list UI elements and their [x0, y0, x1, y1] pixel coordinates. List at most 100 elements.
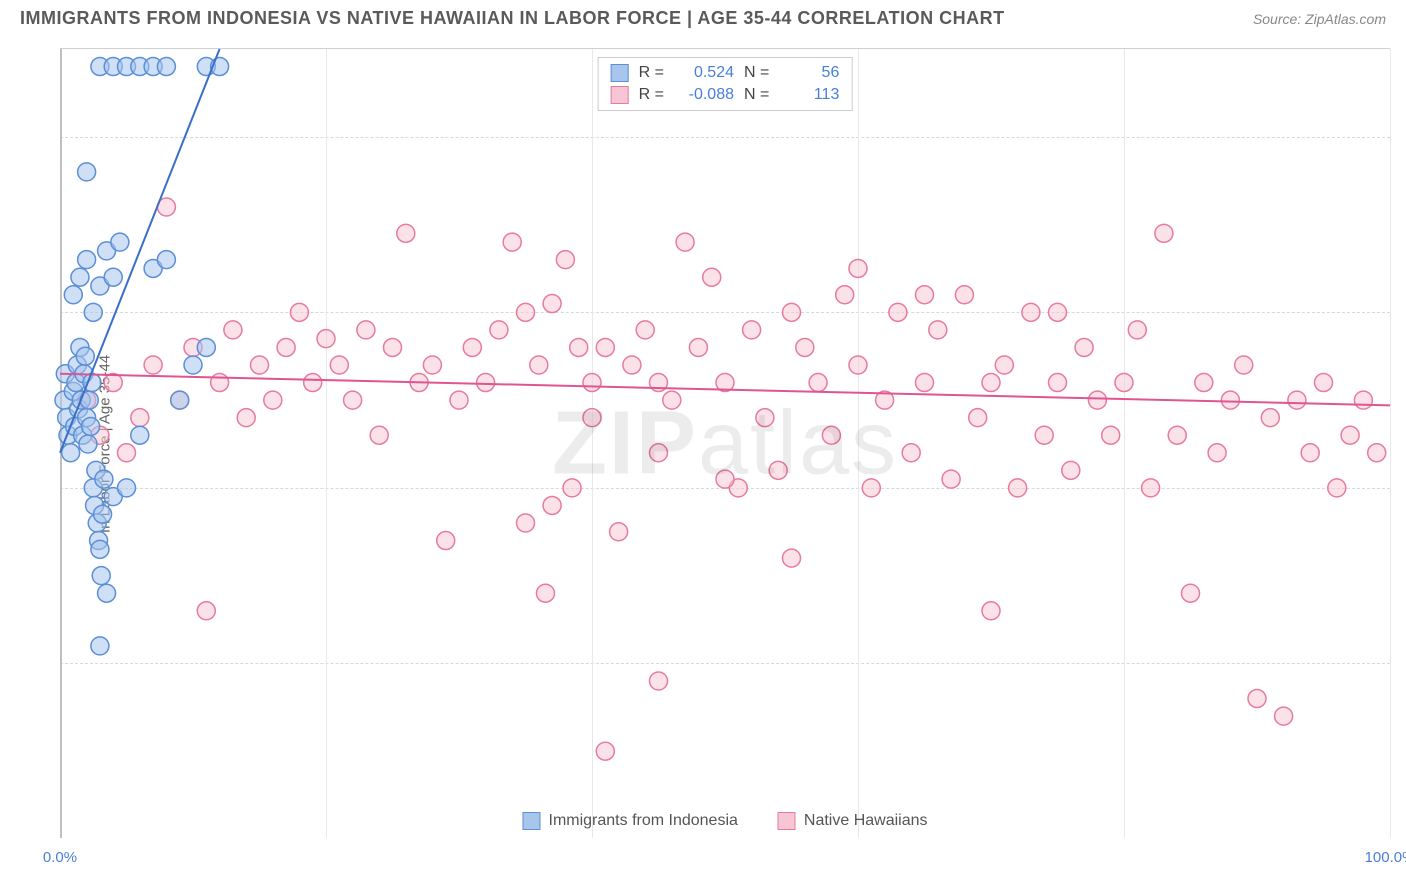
n-label: N = [744, 64, 769, 82]
data-point [543, 295, 561, 313]
data-point [197, 602, 215, 620]
data-point [583, 374, 601, 392]
data-point [1102, 426, 1120, 444]
n-label: N = [744, 86, 769, 104]
data-point [689, 338, 707, 356]
data-point [889, 303, 907, 321]
data-point [1261, 409, 1279, 427]
legend-series-label: Native Hawaiians [804, 812, 928, 830]
legend-swatch [778, 812, 796, 830]
data-point [636, 321, 654, 339]
data-point [79, 435, 97, 453]
data-point [157, 58, 175, 76]
n-value: 113 [779, 86, 839, 104]
data-point [809, 374, 827, 392]
legend-correlation: R =0.524N =56R =-0.088N =113 [598, 57, 853, 111]
data-point [463, 338, 481, 356]
data-point [78, 163, 96, 181]
data-point [490, 321, 508, 339]
chart-title: IMMIGRANTS FROM INDONESIA VS NATIVE HAWA… [20, 8, 1005, 29]
data-point [1115, 374, 1133, 392]
data-point [64, 286, 82, 304]
data-point [982, 602, 1000, 620]
data-point [503, 233, 521, 251]
data-point [304, 374, 322, 392]
data-point [131, 409, 149, 427]
data-point [1328, 479, 1346, 497]
data-point [596, 338, 614, 356]
data-point [517, 303, 535, 321]
data-point [211, 374, 229, 392]
data-point [197, 338, 215, 356]
data-point [703, 268, 721, 286]
data-point [955, 286, 973, 304]
data-point [71, 268, 89, 286]
data-point [556, 251, 574, 269]
data-point [1354, 391, 1372, 409]
data-point [822, 426, 840, 444]
data-point [477, 374, 495, 392]
data-point [1142, 479, 1160, 497]
data-point [783, 303, 801, 321]
data-point [1022, 303, 1040, 321]
r-label: R = [639, 86, 664, 104]
data-point [783, 549, 801, 567]
data-point [131, 426, 149, 444]
data-point [317, 330, 335, 348]
data-point [94, 505, 112, 523]
data-point [902, 444, 920, 462]
scatter-plot [60, 49, 1390, 838]
data-point [1088, 391, 1106, 409]
data-point [1275, 707, 1293, 725]
data-point [330, 356, 348, 374]
data-point [1368, 444, 1386, 462]
r-value: 0.524 [674, 64, 734, 82]
legend-correlation-row: R =-0.088N =113 [611, 84, 840, 106]
data-point [437, 532, 455, 550]
data-point [1049, 374, 1067, 392]
data-point [995, 356, 1013, 374]
data-point [543, 496, 561, 514]
x-tick-label: 0.0% [43, 849, 77, 866]
data-point [1182, 584, 1200, 602]
data-point [1062, 461, 1080, 479]
data-point [1248, 690, 1266, 708]
data-point [916, 374, 934, 392]
data-point [118, 444, 136, 462]
data-point [277, 338, 295, 356]
data-point [849, 259, 867, 277]
data-point [78, 251, 96, 269]
data-point [969, 409, 987, 427]
data-point [1075, 338, 1093, 356]
data-point [184, 356, 202, 374]
data-point [1208, 444, 1226, 462]
legend-swatch [611, 86, 629, 104]
data-point [264, 391, 282, 409]
data-point [111, 233, 129, 251]
data-point [796, 338, 814, 356]
data-point [929, 321, 947, 339]
legend-series: Immigrants from Indonesia Native Hawaiian… [522, 812, 927, 830]
data-point [716, 470, 734, 488]
r-label: R = [639, 64, 664, 82]
data-point [95, 470, 113, 488]
gridline-vertical [1390, 49, 1391, 838]
data-point [1315, 374, 1333, 392]
legend-swatch [611, 64, 629, 82]
data-point [357, 321, 375, 339]
data-point [1288, 391, 1306, 409]
data-point [397, 224, 415, 242]
data-point [84, 303, 102, 321]
data-point [423, 356, 441, 374]
data-point [92, 567, 110, 585]
data-point [563, 479, 581, 497]
data-point [91, 637, 109, 655]
data-point [517, 514, 535, 532]
source-attribution: Source: ZipAtlas.com [1253, 11, 1386, 27]
data-point [1128, 321, 1146, 339]
legend-series-item: Immigrants from Indonesia [522, 812, 737, 830]
data-point [1035, 426, 1053, 444]
n-value: 56 [779, 64, 839, 82]
data-point [1221, 391, 1239, 409]
data-point [1195, 374, 1213, 392]
